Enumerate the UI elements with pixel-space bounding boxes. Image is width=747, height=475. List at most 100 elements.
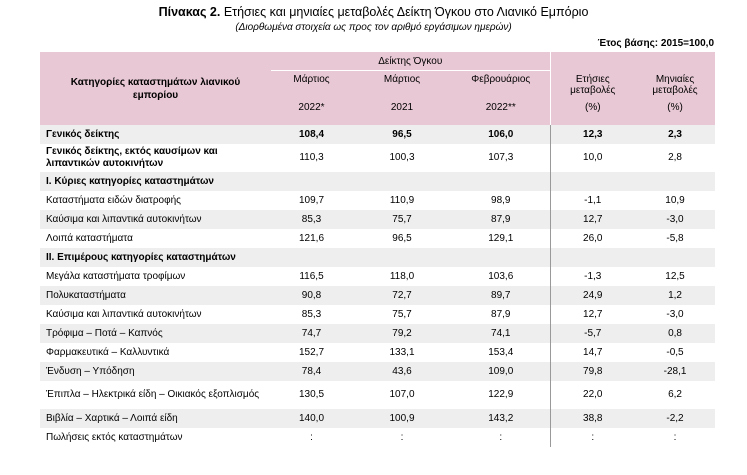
table-row: Καύσιμα και λιπαντικά αυτοκινήτων 85,3 7… xyxy=(40,305,715,324)
header-col2-year: 2021 xyxy=(352,100,452,125)
cell-feb-2022: 74,1 xyxy=(452,324,551,343)
cell-monthly-change: -3,0 xyxy=(635,210,716,229)
cell-monthly-change: -0,5 xyxy=(666,347,684,358)
cell-mar-2021: : xyxy=(400,432,404,443)
cell-mar-2021: 79,2 xyxy=(352,324,452,343)
table-row: Γενικός δείκτης 108,4 96,5 106,0 12,3 2,… xyxy=(40,125,716,144)
cell-monthly-change: 1,2 xyxy=(635,286,716,305)
table-row: Πωλήσεις εκτός καταστημάτων : : : : : xyxy=(40,428,715,447)
row-label: Καύσιμα και λιπαντικά αυτοκινήτων xyxy=(40,210,271,229)
base-year-note: Έτος βάσης: 2015=100,0 xyxy=(597,38,714,49)
cell-mar-2021 xyxy=(352,248,452,267)
cell-mar-2022: 140,0 xyxy=(271,409,352,428)
cell-mar-2022: 152,7 xyxy=(298,347,325,358)
header-category: Κατηγορίες καταστημάτων λιανικού εμπορίο… xyxy=(40,52,271,125)
cell-mar-2022: 78,4 xyxy=(271,362,352,381)
cell-annual-change xyxy=(549,172,636,191)
cell-monthly-change: 2,3 xyxy=(635,125,716,144)
cell-mar-2022: 85,3 xyxy=(301,309,322,320)
cell-mar-2021: 118,0 xyxy=(389,271,415,282)
cell-mar-2022: : xyxy=(310,432,313,443)
row-label: Ένδυση – Υπόδηση xyxy=(40,362,271,381)
cell-mar-2021: 75,7 xyxy=(352,210,452,229)
cell-mar-2022: 108,4 xyxy=(271,125,352,144)
header-monthly-label: Μηνιαίες xyxy=(655,73,695,85)
cell-mar-2022: 74,7 xyxy=(271,324,352,343)
cell-feb-2022: 107,3 xyxy=(488,152,514,163)
header-blank-annual xyxy=(549,52,636,71)
cell-annual-change: 12,3 xyxy=(549,125,636,144)
cell-feb-2022 xyxy=(452,248,551,267)
cell-monthly-change xyxy=(635,172,716,191)
header-col3-year: 2022** xyxy=(452,100,551,125)
cell-feb-2022: 87,9 xyxy=(491,309,511,320)
header-col1-month: Μάρτιος xyxy=(271,70,352,100)
cell-monthly-change: 2,8 xyxy=(668,152,682,163)
table-row: Καύσιμα και λιπαντικά αυτοκινήτων 85,3 7… xyxy=(40,210,716,229)
row-label: Τρόφιμα – Ποτά – Καπνός xyxy=(40,324,271,343)
cell-annual-change: 79,8 xyxy=(549,362,636,381)
cell-monthly-change: -3,0 xyxy=(666,309,684,320)
table-row: Καταστήματα ειδών διατροφής 109,7 110,9 … xyxy=(40,191,715,210)
cell-monthly-change: 0,8 xyxy=(635,324,716,343)
cell-feb-2022: 109,0 xyxy=(452,362,551,381)
row-label: Γενικός δείκτης, εκτός καυσίμων και λιπα… xyxy=(46,146,218,169)
cell-mar-2022: 130,5 xyxy=(298,389,325,400)
cell-mar-2021: 110,9 xyxy=(389,195,415,206)
cell-annual-change: 24,9 xyxy=(549,286,636,305)
cell-monthly-change: 6,2 xyxy=(668,389,682,400)
table-title-text: Ετήσιες και μηνιαίες μεταβολές Δείκτη Όγ… xyxy=(223,5,589,19)
cell-annual-change: -5,7 xyxy=(549,324,636,343)
header-monthly-changes: μεταβολές xyxy=(652,84,698,96)
table-number: Πίνακας 2. xyxy=(158,5,221,19)
table-title: Πίνακας 2. Ετήσιες και μηνιαίες μεταβολέ… xyxy=(0,5,747,19)
cell-mar-2022: 109,7 xyxy=(298,195,325,206)
header-col5-line1: Μηνιαίες μεταβολές xyxy=(635,70,716,100)
cell-feb-2022: 143,2 xyxy=(452,409,551,428)
header-annual-changes: μεταβολές xyxy=(570,84,616,96)
cell-annual-change: 12,7 xyxy=(549,210,636,229)
header-col2-month: Μάρτιος xyxy=(352,70,452,100)
cell-annual-change: 22,0 xyxy=(549,381,636,409)
cell-annual-change: -1,1 xyxy=(549,191,636,210)
cell-mar-2022 xyxy=(271,248,352,267)
cell-feb-2022: 98,9 xyxy=(491,195,511,206)
header-annual-label: Ετήσιες xyxy=(575,73,610,85)
table-subtitle: (Διορθωμένα στοιχεία ως προς τον αριθμό … xyxy=(235,22,512,33)
row-label: Φαρμακευτικά – Καλλυντικά xyxy=(46,347,170,358)
row-label: Βιβλία – Χαρτικά – Λοιπά είδη xyxy=(40,409,271,428)
cell-feb-2022: 89,7 xyxy=(452,286,551,305)
cell-mar-2022: 90,8 xyxy=(271,286,352,305)
table-row: I. Κύριες κατηγορίες καταστημάτων xyxy=(40,172,716,191)
cell-annual-change: 10,0 xyxy=(549,144,636,172)
table-row: II. Επιμέρους κατηγορίες καταστημάτων xyxy=(40,248,716,267)
cell-monthly-change: -28,1 xyxy=(635,362,716,381)
cell-mar-2021: 72,7 xyxy=(352,286,452,305)
header-volume-index: Δείκτης Όγκου xyxy=(271,52,551,71)
cell-annual-change: 26,0 xyxy=(549,229,636,248)
table-row: Τρόφιμα – Ποτά – Καπνός 74,7 79,2 74,1 -… xyxy=(40,324,716,343)
row-label: Λοιπά καταστήματα xyxy=(46,233,133,244)
header-col1-year: 2022* xyxy=(271,100,352,125)
row-label: Καταστήματα ειδών διατροφής xyxy=(46,195,181,206)
cell-annual-change xyxy=(549,248,636,267)
cell-monthly-change: : xyxy=(673,432,677,443)
cell-monthly-change: -5,8 xyxy=(666,233,684,244)
table-row: Έπιπλα – Ηλεκτρικά είδη – Οικιακός εξοπλ… xyxy=(40,381,715,409)
table-row: Βιβλία – Χαρτικά – Λοιπά είδη 140,0 100,… xyxy=(40,409,716,428)
cell-feb-2022: 122,9 xyxy=(488,389,514,400)
header-blank-monthly xyxy=(635,52,716,71)
cell-monthly-change: 10,9 xyxy=(665,195,685,206)
table-row: Ένδυση – Υπόδηση 78,4 43,6 109,0 79,8 -2… xyxy=(40,362,716,381)
cell-annual-change: 12,7 xyxy=(549,305,636,324)
cell-feb-2022: : xyxy=(499,432,503,443)
cell-feb-2022: 103,6 xyxy=(488,271,514,282)
cell-mar-2021: 75,7 xyxy=(392,309,412,320)
cell-feb-2022: 87,9 xyxy=(452,210,551,229)
cell-mar-2022: 121,6 xyxy=(298,233,325,244)
cell-annual-change: 14,7 xyxy=(549,343,636,362)
cell-feb-2022: 153,4 xyxy=(488,347,514,358)
cell-mar-2022: 85,3 xyxy=(271,210,352,229)
table-row: Λοιπά καταστήματα 121,6 96,5 129,1 26,0 … xyxy=(40,229,715,248)
cell-mar-2022 xyxy=(271,172,352,191)
